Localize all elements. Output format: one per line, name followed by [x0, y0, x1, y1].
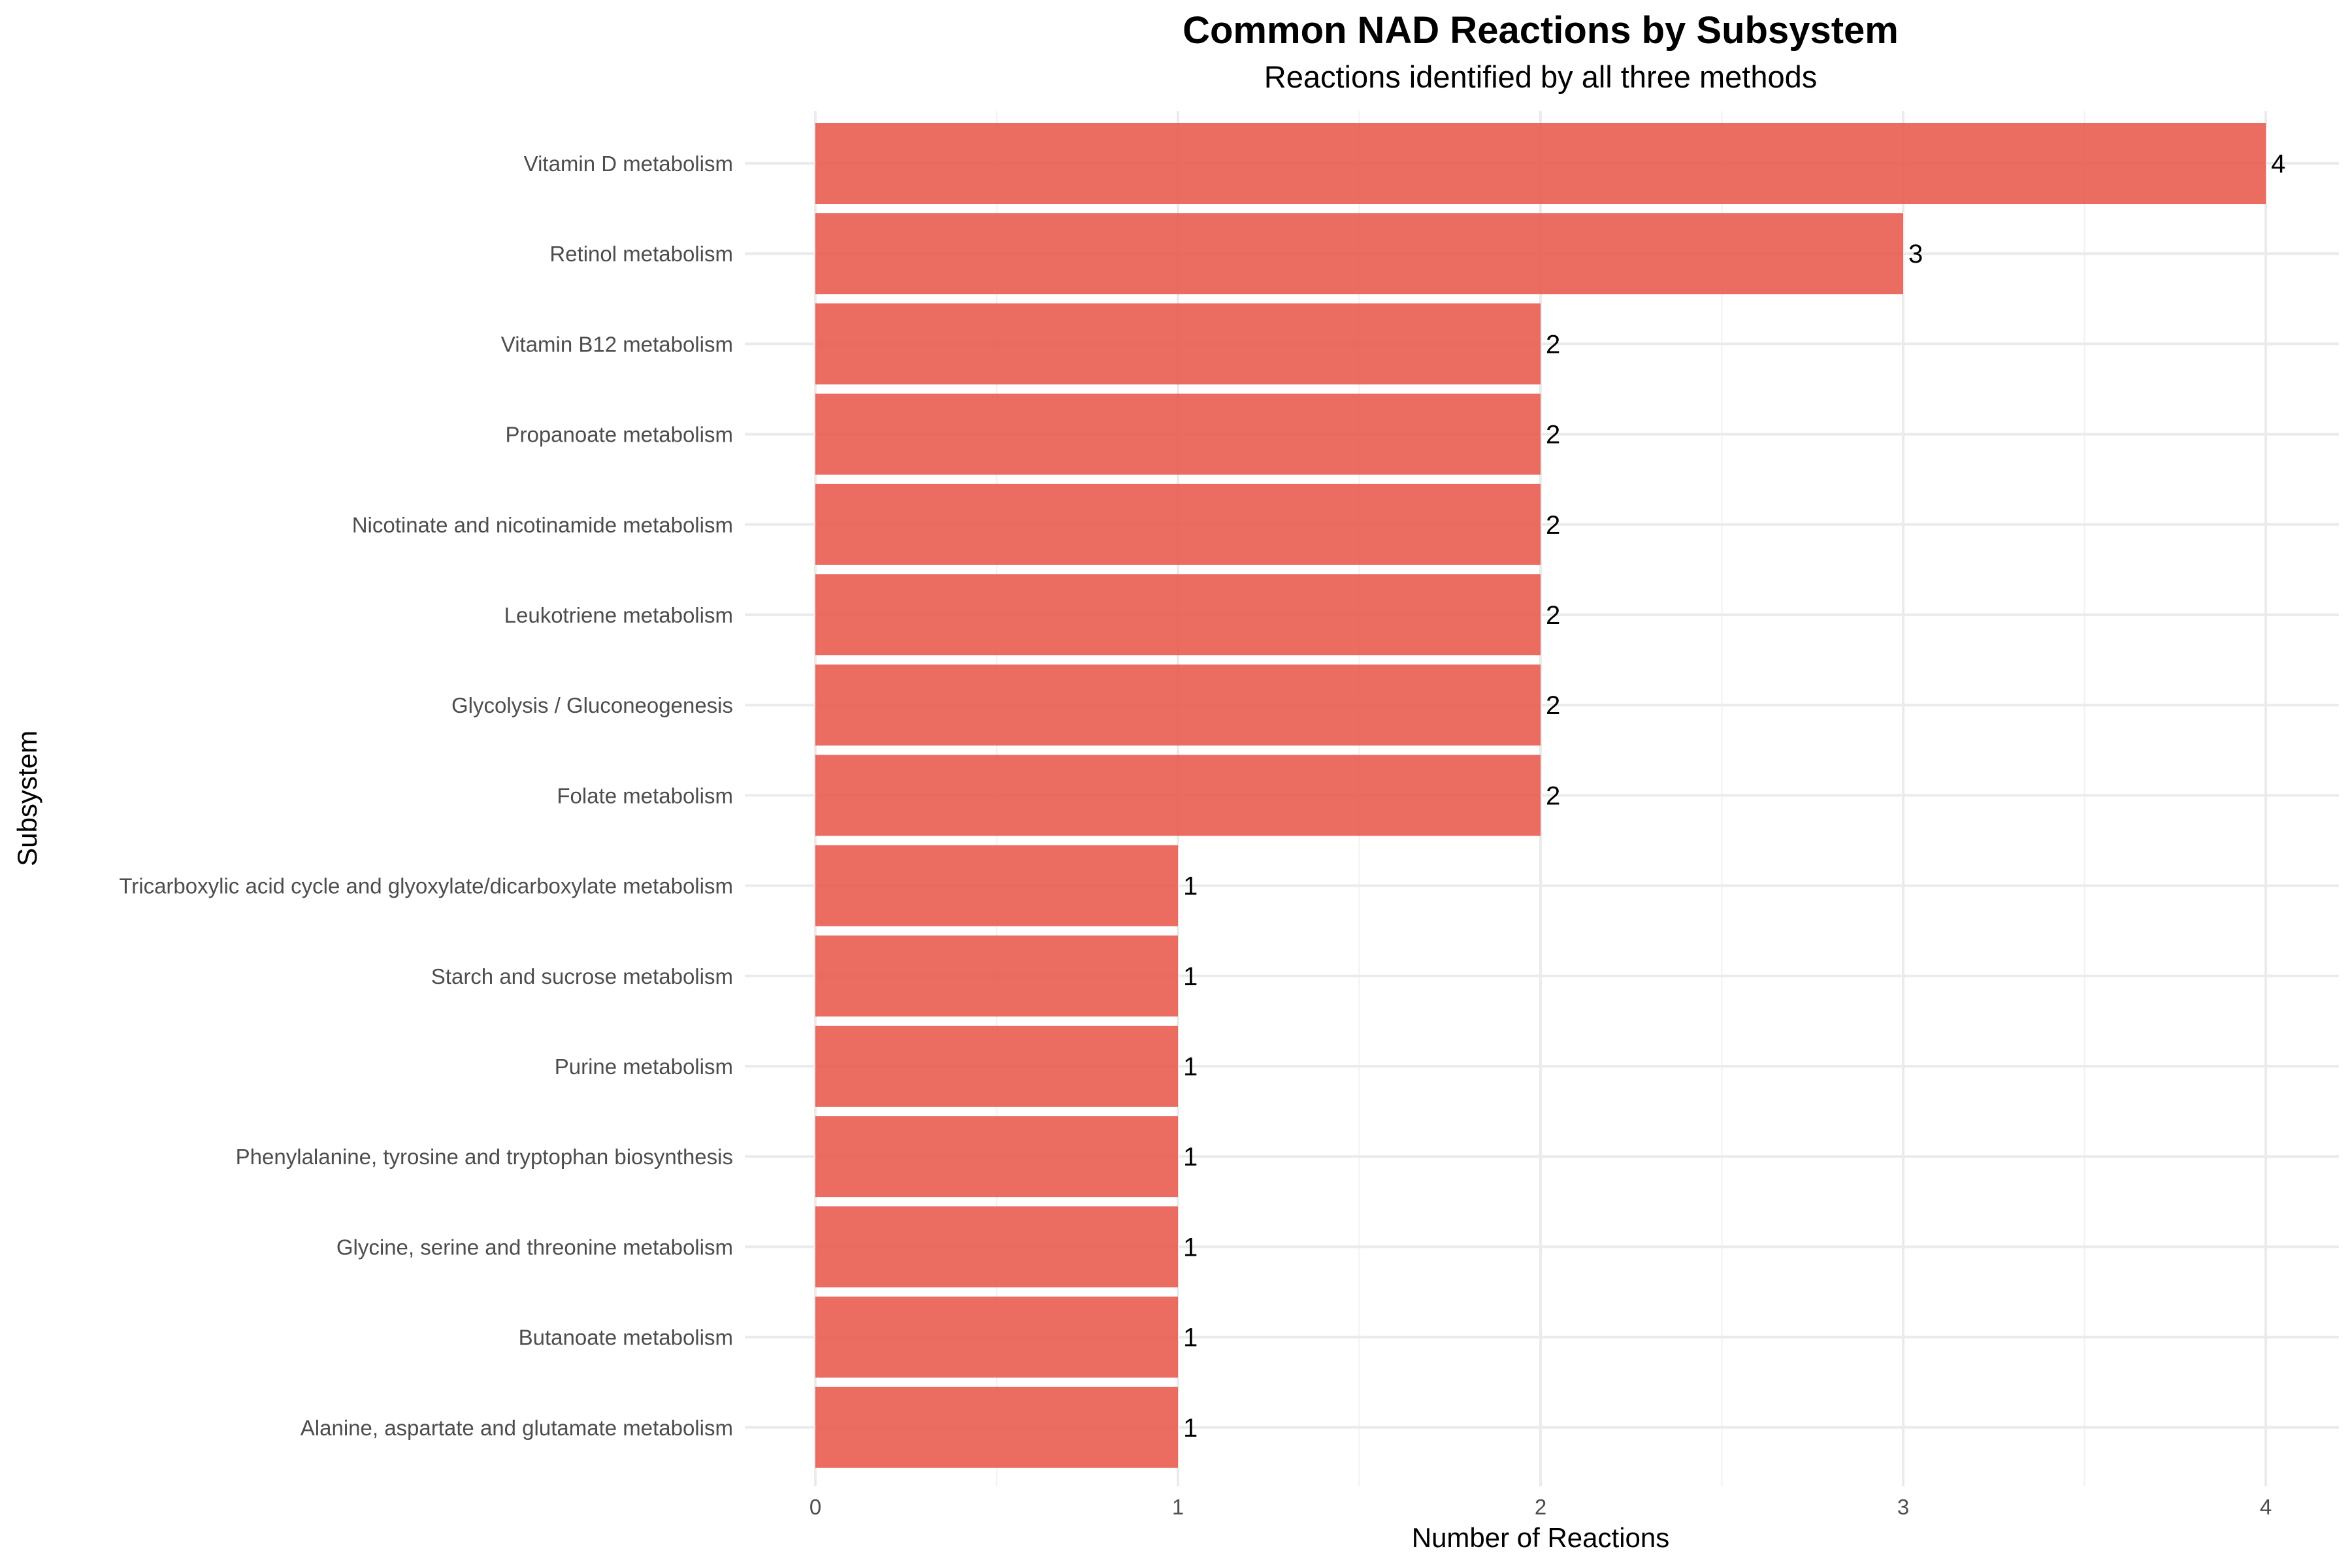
- chart-title: Common NAD Reactions by Subsystem: [1183, 9, 1899, 52]
- bar-value-label: 3: [1908, 240, 1923, 269]
- bar-value-label: 2: [1546, 330, 1560, 359]
- bar: [815, 755, 1541, 836]
- y-tick-label: Glycolysis / Gluconeogenesis: [451, 693, 733, 717]
- bar-value-label: 2: [1546, 601, 1560, 630]
- bar: [815, 664, 1541, 746]
- bar: [815, 213, 1903, 295]
- x-tick-label: 1: [1172, 1495, 1184, 1519]
- bar-value-label: 1: [1183, 1414, 1198, 1443]
- y-tick-label: Starch and sucrose metabolism: [431, 964, 733, 988]
- y-tick-label: Folate metabolism: [557, 783, 733, 808]
- bar: [815, 1386, 1178, 1468]
- bar-value-label: 1: [1183, 1233, 1198, 1262]
- y-tick-label: Tricarboxylic acid cycle and glyoxylate/…: [119, 874, 733, 898]
- bar-value-label: 1: [1183, 1053, 1198, 1081]
- bar: [815, 123, 2266, 204]
- y-tick-label: Vitamin B12 metabolism: [501, 332, 733, 356]
- y-tick-label: Phenylalanine, tyrosine and tryptophan b…: [236, 1145, 733, 1169]
- chart-subtitle: Reactions identified by all three method…: [1264, 59, 1817, 94]
- bar: [815, 574, 1541, 655]
- y-axis-title: Subsystem: [12, 730, 42, 866]
- y-tick-label: Vitamin D metabolism: [524, 152, 733, 176]
- bar: [815, 393, 1541, 475]
- y-tick-label: Purine metabolism: [555, 1054, 733, 1079]
- x-axis-ticks: 0 1 2 3 4: [809, 1495, 2272, 1519]
- bar: [815, 1026, 1178, 1107]
- bar-value-label: 4: [2271, 150, 2285, 178]
- bar-value-label: 2: [1546, 781, 1560, 810]
- x-tick-label: 0: [809, 1495, 821, 1519]
- bar-value-label: 1: [1183, 1324, 1198, 1352]
- x-tick-label: 2: [1535, 1495, 1546, 1519]
- y-tick-label: Glycine, serine and threonine metabolism: [336, 1235, 733, 1259]
- bar: [815, 483, 1541, 565]
- bar: [815, 1206, 1178, 1288]
- x-tick-label: 4: [2260, 1495, 2272, 1519]
- bars: [815, 123, 2266, 1468]
- y-tick-label: Leukotriene metabolism: [504, 603, 733, 627]
- bar-value-label: 1: [1183, 872, 1198, 901]
- x-tick-label: 3: [1897, 1495, 1909, 1519]
- x-axis-title: Number of Reactions: [1412, 1522, 1670, 1553]
- bar-value-label: 1: [1183, 1143, 1198, 1171]
- y-tick-label: Butanoate metabolism: [519, 1326, 733, 1350]
- bar: [815, 1296, 1178, 1378]
- y-tick-label: Propanoate metabolism: [505, 423, 733, 447]
- y-axis-ticks: Vitamin D metabolism Retinol metabolism Vi…: [119, 152, 733, 1440]
- bar: [815, 935, 1178, 1017]
- y-tick-label: Nicotinate and nicotinamide metabolism: [352, 513, 733, 537]
- y-tick-label: Retinol metabolism: [549, 242, 733, 266]
- bar: [815, 845, 1178, 926]
- bar: [815, 1116, 1178, 1198]
- bar: [815, 303, 1541, 385]
- bar-value-label: 2: [1546, 691, 1560, 720]
- bar-value-label: 1: [1183, 962, 1198, 991]
- data-labels: 4 3 2 2 2 2 2 2 1 1 1 1 1 1 1: [1183, 150, 2285, 1443]
- bar-value-label: 2: [1546, 421, 1560, 449]
- bar-value-label: 2: [1546, 511, 1560, 540]
- y-tick-label: Alanine, aspartate and glutamate metabol…: [301, 1416, 733, 1440]
